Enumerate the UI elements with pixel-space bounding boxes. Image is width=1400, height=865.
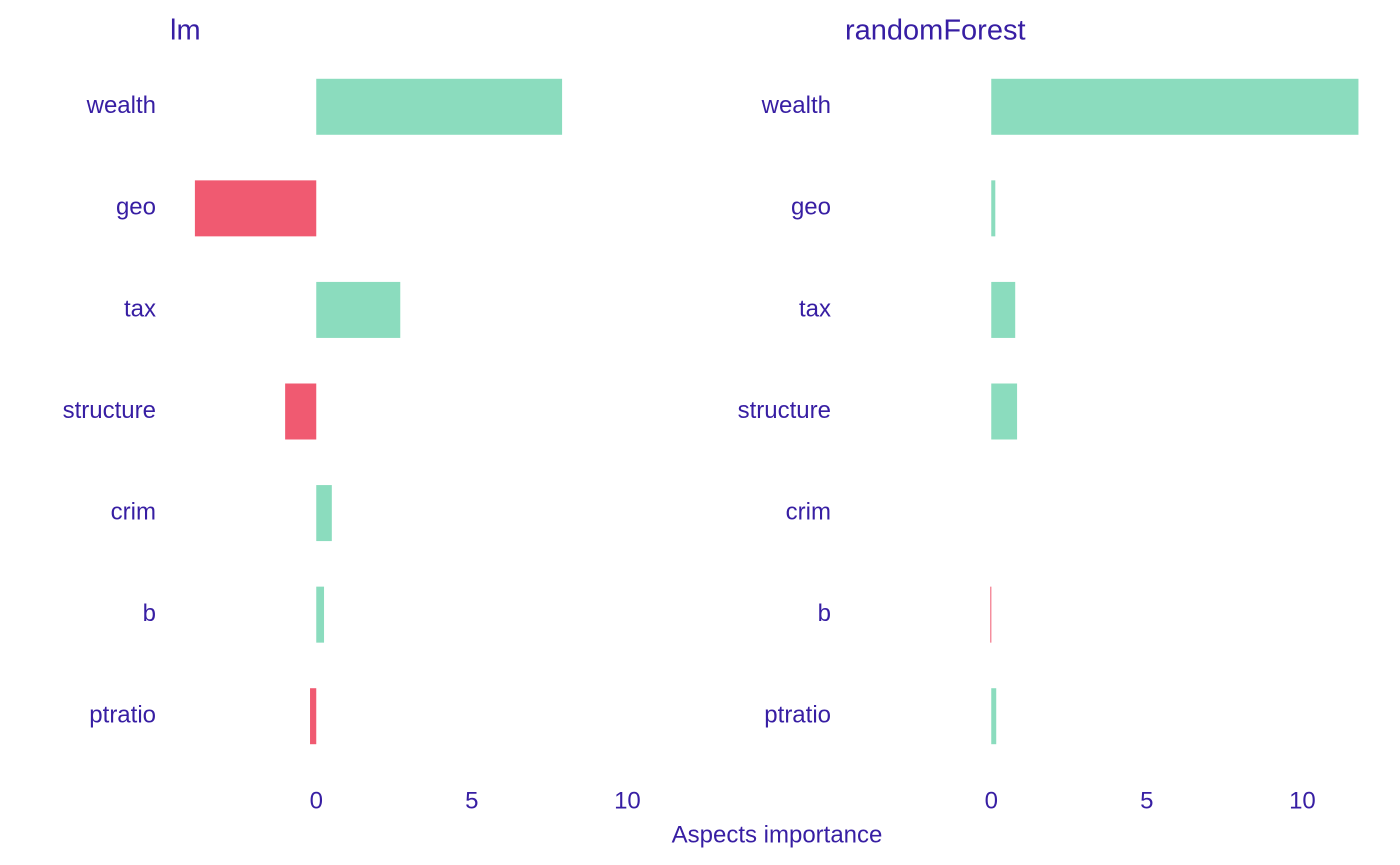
y-tick-label: wealth	[761, 92, 831, 119]
y-tick-label: crim	[111, 498, 156, 525]
x-tick-label: 0	[985, 787, 998, 814]
panel-title: randomForest	[845, 15, 1026, 47]
y-tick-label: b	[818, 600, 831, 627]
y-tick-label: geo	[791, 194, 831, 221]
y-tick-label: structure	[63, 397, 156, 424]
bar	[194, 180, 317, 237]
x-tick-label: 0	[310, 787, 323, 814]
bar	[991, 383, 1018, 440]
x-tick-label: 5	[1140, 787, 1153, 814]
x-tick-label: 10	[614, 787, 641, 814]
x-axis-label: Aspects importance	[672, 821, 883, 848]
bar	[991, 78, 1359, 135]
bar	[316, 586, 325, 643]
bar	[991, 688, 997, 745]
bar	[991, 281, 1016, 338]
bar	[316, 78, 563, 135]
x-tick-label: 10	[1289, 787, 1316, 814]
y-tick-label: wealth	[86, 92, 156, 119]
x-tick-label: 5	[465, 787, 478, 814]
y-tick-label: ptratio	[89, 702, 156, 729]
y-tick-label: tax	[124, 295, 156, 322]
y-tick-label: crim	[786, 498, 831, 525]
bar	[990, 586, 992, 643]
bar	[991, 180, 996, 237]
bar	[316, 485, 332, 542]
bar	[310, 688, 317, 745]
y-tick-label: geo	[116, 194, 156, 221]
y-tick-label: tax	[799, 295, 831, 322]
bar	[285, 383, 317, 440]
y-tick-label: ptratio	[764, 702, 831, 729]
y-tick-label: b	[143, 600, 156, 627]
bar	[316, 281, 401, 338]
panel-title: lm	[170, 15, 201, 47]
y-tick-label: structure	[738, 397, 831, 424]
